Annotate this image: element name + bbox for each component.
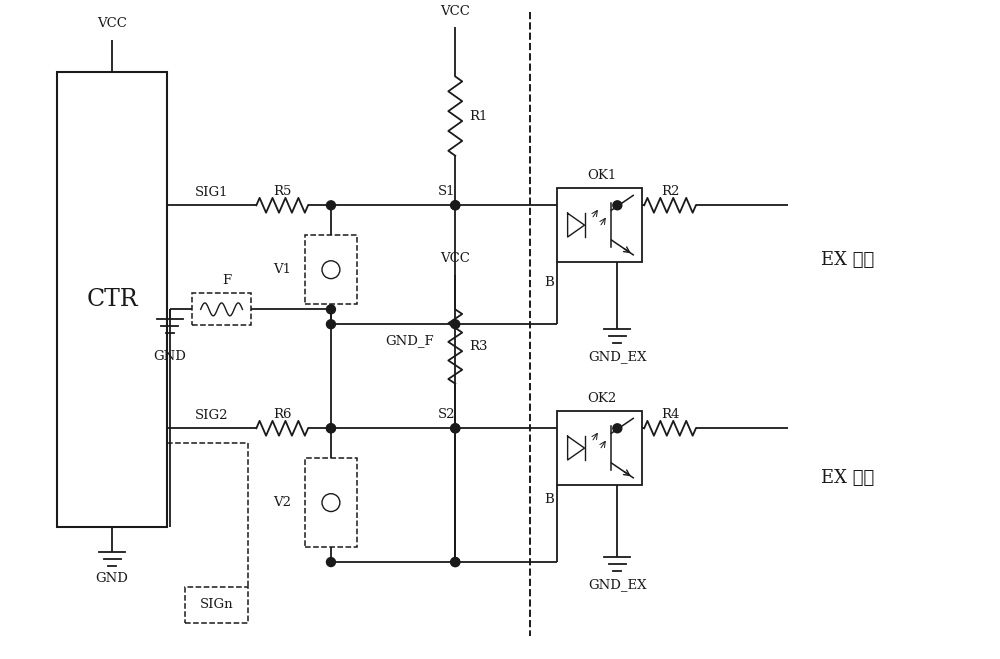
Circle shape <box>326 558 335 567</box>
Circle shape <box>451 558 460 567</box>
Text: F: F <box>222 274 231 287</box>
Bar <box>192 293 251 325</box>
Text: V2: V2 <box>273 496 291 509</box>
Circle shape <box>451 558 460 567</box>
Circle shape <box>451 424 460 433</box>
Bar <box>185 587 248 623</box>
Bar <box>305 235 357 304</box>
Circle shape <box>451 424 460 433</box>
Text: R3: R3 <box>469 340 488 353</box>
Text: VCC: VCC <box>440 5 470 18</box>
Circle shape <box>613 201 622 210</box>
Text: CTR: CTR <box>86 288 138 311</box>
Bar <box>557 411 642 485</box>
Text: OK1: OK1 <box>587 169 616 182</box>
Text: SIG1: SIG1 <box>195 186 228 199</box>
Text: SIGn: SIGn <box>200 598 233 611</box>
Circle shape <box>613 424 622 433</box>
Text: EX 区域: EX 区域 <box>821 251 875 269</box>
Text: VCC: VCC <box>440 252 470 266</box>
Text: B: B <box>544 493 554 505</box>
Circle shape <box>451 201 460 210</box>
Text: GND_F: GND_F <box>386 335 434 347</box>
Text: B: B <box>544 275 554 289</box>
Circle shape <box>326 424 335 433</box>
Circle shape <box>326 320 335 329</box>
Text: OK2: OK2 <box>587 391 616 405</box>
Circle shape <box>322 494 340 511</box>
Text: V1: V1 <box>273 263 291 276</box>
Text: S1: S1 <box>438 185 455 198</box>
Circle shape <box>326 424 335 433</box>
Text: GND: GND <box>96 573 129 585</box>
Text: GND_EX: GND_EX <box>588 579 647 591</box>
Circle shape <box>451 320 460 329</box>
Bar <box>57 71 167 527</box>
Circle shape <box>322 261 340 279</box>
Circle shape <box>451 201 460 210</box>
Text: EX 区域: EX 区域 <box>821 469 875 487</box>
Text: VCC: VCC <box>97 17 127 30</box>
Bar <box>557 188 642 262</box>
Text: GND_EX: GND_EX <box>588 351 647 363</box>
Bar <box>305 458 357 547</box>
Circle shape <box>326 201 335 210</box>
Text: S2: S2 <box>438 408 455 421</box>
Text: R4: R4 <box>661 408 679 421</box>
Circle shape <box>326 305 335 314</box>
Text: SIG2: SIG2 <box>195 409 228 422</box>
Text: R2: R2 <box>661 185 679 198</box>
Text: R5: R5 <box>273 185 291 198</box>
Text: R1: R1 <box>469 109 488 123</box>
Text: R6: R6 <box>273 408 291 421</box>
Text: GND: GND <box>153 351 186 363</box>
